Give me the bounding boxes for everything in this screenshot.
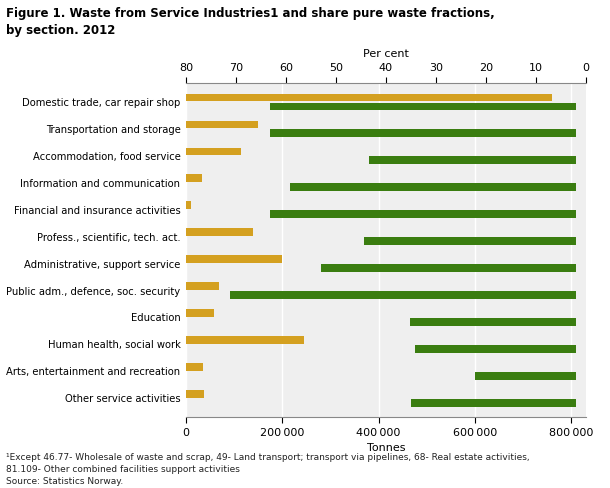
Bar	[186, 147, 242, 155]
Bar	[186, 283, 219, 290]
Bar	[186, 228, 253, 236]
Bar	[231, 291, 576, 299]
Bar	[321, 264, 576, 272]
Text: ¹Except 46.77- Wholesale of waste and scrap, 49- Land transport; transport via p: ¹Except 46.77- Wholesale of waste and sc…	[6, 453, 529, 486]
Bar	[475, 372, 576, 380]
X-axis label: Per cent: Per cent	[363, 49, 409, 59]
Bar	[410, 318, 576, 325]
Bar	[186, 94, 552, 101]
Bar	[270, 210, 576, 218]
Bar	[270, 102, 576, 110]
Bar	[186, 336, 304, 344]
Bar	[369, 157, 576, 164]
Bar	[186, 255, 282, 263]
Bar	[364, 237, 576, 245]
Bar	[186, 202, 191, 209]
Bar	[186, 175, 202, 182]
Bar	[290, 183, 576, 191]
Text: Figure 1. Waste from Service Industries1 and share pure waste fractions,
by sect: Figure 1. Waste from Service Industries1…	[6, 7, 495, 37]
Bar	[270, 129, 576, 137]
Bar	[415, 345, 576, 353]
Bar	[411, 399, 576, 407]
Bar	[186, 309, 214, 317]
X-axis label: Tonnes: Tonnes	[367, 443, 405, 453]
Bar	[186, 390, 204, 398]
Bar	[186, 121, 258, 128]
Bar	[186, 363, 203, 371]
